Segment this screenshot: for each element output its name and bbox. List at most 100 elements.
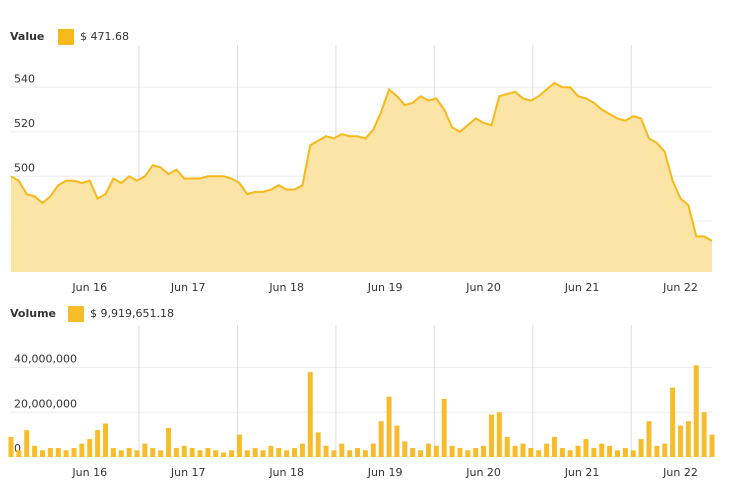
bar	[158, 450, 164, 457]
x-tick-label: Jun 18	[268, 466, 304, 479]
x-tick-label: Jun 19	[367, 281, 403, 294]
x-tick-label: Jun 22	[662, 281, 698, 294]
y-tick-label: 500	[14, 161, 35, 174]
bar	[189, 448, 195, 457]
bar	[110, 448, 116, 457]
legend-value: $ 9,919,651.18	[90, 307, 174, 320]
x-tick-label: Jun 21	[564, 466, 600, 479]
y-tick-label: 520	[14, 117, 35, 130]
x-tick-label: Jun 16	[71, 466, 107, 479]
bar	[173, 448, 179, 457]
line	[10, 81, 713, 242]
bar	[24, 430, 30, 457]
bar	[284, 450, 290, 457]
x-tick-label: Jun 19	[367, 466, 403, 479]
bar	[299, 443, 305, 457]
bar	[567, 450, 573, 457]
bar	[307, 371, 313, 457]
y-tick-label: 0	[14, 442, 21, 455]
bar	[654, 445, 660, 457]
bar	[197, 450, 203, 457]
bar	[39, 450, 45, 457]
bar	[347, 450, 353, 457]
bar	[544, 443, 550, 457]
bar	[355, 448, 361, 457]
bar	[126, 448, 132, 457]
bar	[402, 441, 408, 457]
bar	[473, 448, 479, 457]
bar	[622, 448, 628, 457]
x-tick-label: Jun 21	[564, 281, 600, 294]
bar	[142, 443, 148, 457]
bar	[79, 443, 85, 457]
bar	[410, 448, 416, 457]
bar	[95, 430, 101, 457]
bar	[268, 445, 274, 457]
bar	[181, 445, 187, 457]
bar	[465, 450, 471, 457]
bar	[481, 445, 487, 457]
x-tick-label: Jun 22	[662, 466, 698, 479]
bar	[701, 412, 707, 457]
bar	[614, 450, 620, 457]
bar	[709, 434, 715, 457]
bar	[55, 448, 61, 457]
bar	[63, 450, 69, 457]
bar	[575, 445, 581, 457]
bar	[504, 436, 510, 457]
bar	[118, 450, 124, 457]
bar	[536, 450, 542, 457]
bar	[670, 387, 676, 457]
bar	[71, 448, 77, 457]
bar	[418, 450, 424, 457]
bar	[339, 443, 345, 457]
bar	[433, 445, 439, 457]
bar	[292, 448, 298, 457]
bar	[677, 425, 683, 457]
bar	[646, 421, 652, 457]
legend-swatch	[68, 306, 84, 322]
bar	[693, 365, 699, 457]
bar	[638, 439, 644, 457]
x-tick-label: Jun 17	[170, 281, 206, 294]
bar	[260, 450, 266, 457]
bar	[331, 450, 337, 457]
bar	[252, 448, 258, 457]
bar	[512, 445, 518, 457]
bar	[607, 445, 613, 457]
bar	[221, 452, 227, 457]
bar	[457, 448, 463, 457]
x-tick-label: Jun 20	[465, 281, 501, 294]
bar	[599, 443, 605, 457]
bar	[47, 448, 53, 457]
x-tick-label: Jun 18	[268, 281, 304, 294]
bar	[662, 443, 668, 457]
bar	[441, 398, 447, 457]
panel-title: Volume	[10, 307, 56, 320]
x-tick-label: Jun 16	[71, 281, 107, 294]
bar	[213, 450, 219, 457]
bar	[276, 448, 282, 457]
bar	[630, 450, 636, 457]
panel-title: Value	[10, 30, 44, 43]
bar	[370, 443, 376, 457]
bar	[551, 436, 557, 457]
bar	[425, 443, 431, 457]
x-tick-label: Jun 20	[465, 466, 501, 479]
bar	[496, 412, 502, 457]
bar	[166, 427, 172, 457]
bar	[244, 450, 250, 457]
bar	[583, 439, 589, 457]
bar	[205, 448, 211, 457]
bar	[528, 448, 534, 457]
bar	[449, 445, 455, 457]
y-tick-label: 540	[14, 72, 35, 85]
y-tick-label: 40,000,000	[14, 353, 77, 366]
bar	[16, 450, 22, 457]
legend-value: $ 471.68	[80, 30, 129, 43]
bar	[520, 443, 526, 457]
bar	[103, 423, 109, 457]
bar	[229, 450, 235, 457]
bar	[685, 421, 691, 457]
